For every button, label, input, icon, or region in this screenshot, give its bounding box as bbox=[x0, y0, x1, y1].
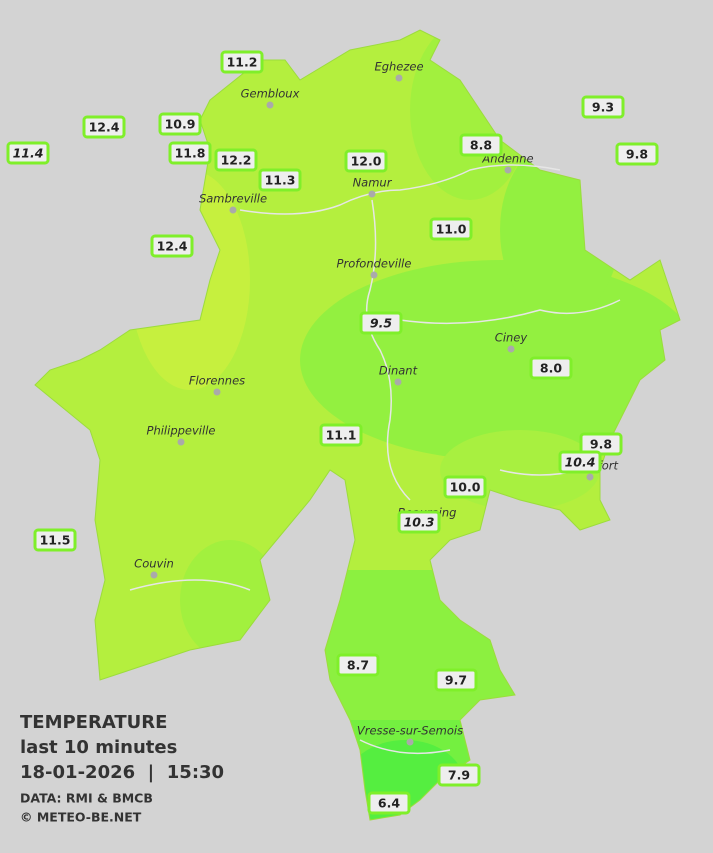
station-temperature: 9.5 bbox=[370, 316, 392, 331]
city-dot bbox=[266, 101, 274, 109]
station-temperature: 12.0 bbox=[351, 154, 382, 169]
station-temperature: 11.5 bbox=[40, 533, 71, 548]
station-temperature: 12.2 bbox=[221, 153, 252, 168]
station-temperature: 11.8 bbox=[175, 146, 206, 161]
station-box bbox=[6, 141, 50, 165]
station-box bbox=[397, 510, 441, 534]
station-temperature: 11.1 bbox=[326, 428, 357, 443]
station-box bbox=[437, 763, 481, 787]
station-temperature: 12.4 bbox=[157, 239, 188, 254]
city-label: Vresse-sur-Semois bbox=[357, 724, 463, 738]
station-temperature: 12.4 bbox=[89, 120, 120, 135]
station-temperature: 11.3 bbox=[265, 173, 296, 188]
copyright: © METEO-BE.NET bbox=[20, 810, 142, 825]
station-box bbox=[429, 217, 473, 241]
datetime: 18-01-2026 | 15:30 bbox=[20, 762, 224, 783]
station-box bbox=[434, 668, 478, 692]
city-label: Dinant bbox=[379, 364, 418, 378]
station-box bbox=[150, 234, 194, 258]
station-box bbox=[558, 450, 602, 474]
station-temperature: 11.0 bbox=[436, 222, 467, 237]
station-box bbox=[581, 95, 625, 119]
station-temperature: 11.4 bbox=[13, 146, 44, 161]
station-temperature: 9.8 bbox=[590, 437, 612, 452]
city-label: Philippeville bbox=[147, 424, 216, 438]
station-temperature: 6.4 bbox=[378, 796, 400, 811]
station-box bbox=[220, 50, 264, 74]
title: TEMPERATURE bbox=[20, 712, 167, 733]
city-label: Sambreville bbox=[199, 192, 267, 206]
city-label: Gembloux bbox=[241, 87, 300, 101]
city-dot bbox=[370, 271, 378, 279]
station-box bbox=[336, 653, 380, 677]
city-dot bbox=[177, 438, 185, 446]
city-label: Couvin bbox=[134, 557, 174, 571]
subtitle: last 10 minutes bbox=[20, 737, 177, 758]
station-box bbox=[367, 791, 411, 815]
city-dot bbox=[406, 738, 414, 746]
city-label: Eghezee bbox=[374, 60, 423, 74]
city-label: Profondeville bbox=[337, 257, 412, 271]
city-dot bbox=[213, 388, 221, 396]
city-dot bbox=[586, 473, 594, 481]
station-box bbox=[615, 142, 659, 166]
station-box bbox=[168, 141, 212, 165]
station-temperature: 10.0 bbox=[450, 480, 481, 495]
station-box bbox=[82, 115, 126, 139]
station-temperature: 9.7 bbox=[445, 673, 467, 688]
city-dot bbox=[394, 378, 402, 386]
station-temperature: 9.3 bbox=[592, 100, 614, 115]
station-box bbox=[214, 148, 258, 172]
station-box bbox=[443, 475, 487, 499]
city-dot bbox=[507, 345, 515, 353]
city-dot bbox=[395, 74, 403, 82]
station-temperature: 10.3 bbox=[404, 515, 435, 530]
station-box bbox=[258, 168, 302, 192]
station-temperature: 9.8 bbox=[626, 147, 648, 162]
source: DATA: RMI & BMCB bbox=[20, 791, 153, 806]
station-box bbox=[359, 311, 403, 335]
station-temperature: 8.7 bbox=[347, 658, 369, 673]
station-box bbox=[158, 112, 202, 136]
station-temperature: 11.2 bbox=[227, 55, 258, 70]
station-box bbox=[459, 133, 503, 157]
station-temperature: 7.9 bbox=[448, 768, 470, 783]
city-dot bbox=[150, 571, 158, 579]
city-dot bbox=[229, 206, 237, 214]
city-dot bbox=[504, 166, 512, 174]
city-label: Florennes bbox=[189, 374, 245, 388]
rivers bbox=[129, 164, 621, 755]
station-box bbox=[529, 356, 573, 380]
station-box bbox=[344, 149, 388, 173]
station-temperature: 8.0 bbox=[540, 361, 562, 376]
station-temperature: 10.4 bbox=[565, 455, 596, 470]
city-label: Namur bbox=[353, 176, 393, 190]
station-box bbox=[319, 423, 363, 447]
city-label: Ciney bbox=[495, 331, 528, 345]
station-box bbox=[33, 528, 77, 552]
station-temperature: 8.8 bbox=[470, 138, 492, 153]
station-temperature: 10.9 bbox=[165, 117, 196, 132]
city-dot bbox=[368, 190, 376, 198]
